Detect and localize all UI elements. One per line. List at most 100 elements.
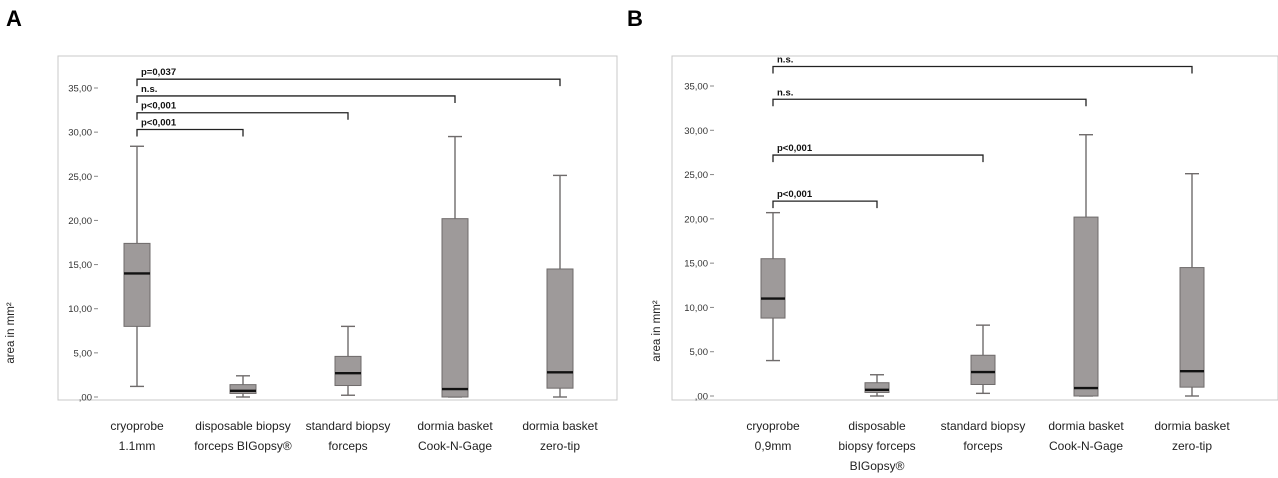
y-tick-label: 5,00 [74,348,93,359]
category-label-line: Cook-N-Gage [1049,439,1123,453]
panel-a: A ,00 5,00 10,00 15,00 20,00 25,00 30,00 35,00 ar… [5,6,618,453]
y-tick-label: 20,00 [68,216,92,227]
category-label-line: standard biopsy [306,419,391,433]
category-label-line: zero-tip [540,439,580,453]
box-5 [1179,172,1205,397]
bracket-line [136,95,456,103]
significance-bracket: n.s. [136,84,456,103]
significance-label: p<0,001 [141,101,177,112]
category-label-line: dormia basket [417,419,493,433]
category-label: dormia basket Cook-N-Gage [417,419,493,453]
iqr-box [760,258,786,319]
plot-frame [57,55,618,401]
category-label: disposable biopsy forceps BIGopsy® [194,419,292,453]
category-label: cryoprobe 0,9mm [746,419,800,453]
iqr-box [970,354,996,385]
significance-label: n.s. [777,87,793,98]
significance-label: p<0,001 [777,189,813,200]
y-tick-label: 5,00 [690,347,709,358]
box-1 [123,145,151,388]
y-tick-label: ,00 [79,393,92,404]
category-label: disposable biopsy forceps BIGopsy® [838,419,915,473]
bracket-line [772,200,878,209]
y-tick-label: 35,00 [684,82,708,93]
category-label: standard biopsy forceps [306,419,391,453]
y-tick-label: 15,00 [684,259,708,270]
iqr-box [441,218,469,398]
panel-b: B ,00 5,00 10,00 15,00 20,00 25,00 30,00 35,00 ar… [627,6,1278,473]
y-tick-label: 25,00 [684,170,708,181]
iqr-box [123,242,151,327]
category-label-line: 0,9mm [755,439,792,453]
category-label-line: biopsy forceps [838,439,915,453]
significance-label: p=0,037 [141,67,176,78]
bracket-line [772,65,1193,74]
box-3 [334,325,362,396]
category-label-line: dormia basket [1154,419,1230,433]
y-axis-label: area in mm² [5,302,17,364]
y-tick-label: 30,00 [68,128,92,139]
category-label-line: zero-tip [1172,439,1212,453]
category-label-line: disposable [848,419,906,433]
significance-bracket: p<0,001 [772,189,878,209]
box-5 [546,174,574,398]
box-1 [760,211,786,362]
panel-label: A [6,6,22,31]
significance-bracket: p<0,001 [136,101,349,120]
significance-bracket: n.s. [772,55,1193,74]
category-label-line: forceps [963,439,1002,453]
iqr-box [1179,267,1205,388]
bracket-line [136,112,349,120]
category-label: cryoprobe 1.1mm [110,419,164,453]
significance-label: p<0,001 [141,117,177,128]
box-2 [864,374,890,397]
box-4 [441,135,469,398]
y-tick-label: 20,00 [684,214,708,225]
category-label-line: BIGopsy® [850,459,905,473]
iqr-box [864,382,890,393]
category-label-line: 1.1mm [119,439,156,453]
y-tick-label: 10,00 [68,304,92,315]
category-label-line: dormia basket [522,419,598,433]
bracket-line [772,154,984,163]
category-label-line: cryoprobe [746,419,800,433]
category-label: dormia basket zero-tip [1154,419,1230,453]
category-label: dormia basket zero-tip [522,419,598,453]
category-label-line: disposable biopsy [195,419,290,433]
panel-label: B [627,6,643,31]
iqr-box [546,268,574,389]
y-tick-label: 10,00 [684,303,708,314]
category-label-line: forceps [328,439,367,453]
box-2 [229,375,257,398]
bracket-line [136,128,244,137]
iqr-box [1073,216,1099,397]
category-label-line: forceps BIGopsy® [194,439,292,453]
category-label-line: standard biopsy [941,419,1026,433]
category-label-line: dormia basket [1048,419,1124,433]
significance-label: p<0,001 [777,143,813,154]
category-label-line: Cook-N-Gage [418,439,492,453]
category-label-line: cryoprobe [110,419,164,433]
iqr-box [229,384,257,394]
y-tick-label: ,00 [695,392,708,403]
bracket-line [772,98,1087,107]
y-tick-label: 25,00 [68,172,92,183]
category-label: standard biopsy forceps [941,419,1026,453]
box-4 [1073,134,1099,397]
significance-label: n.s. [141,84,157,95]
significance-bracket: n.s. [772,87,1087,107]
significance-label: n.s. [777,55,793,66]
significance-bracket: p<0,001 [772,143,984,163]
bracket-line [136,78,561,87]
box-3 [970,324,996,395]
y-axis-label: area in mm² [651,300,663,362]
y-tick-label: 15,00 [68,260,92,271]
iqr-box [334,355,362,387]
significance-bracket: p=0,037 [136,67,561,87]
y-tick-label: 35,00 [68,84,92,95]
significance-bracket: p<0,001 [136,117,244,137]
category-label: dormia basket Cook-N-Gage [1048,419,1124,453]
y-tick-label: 30,00 [684,126,708,137]
plot-frame [671,55,1278,401]
